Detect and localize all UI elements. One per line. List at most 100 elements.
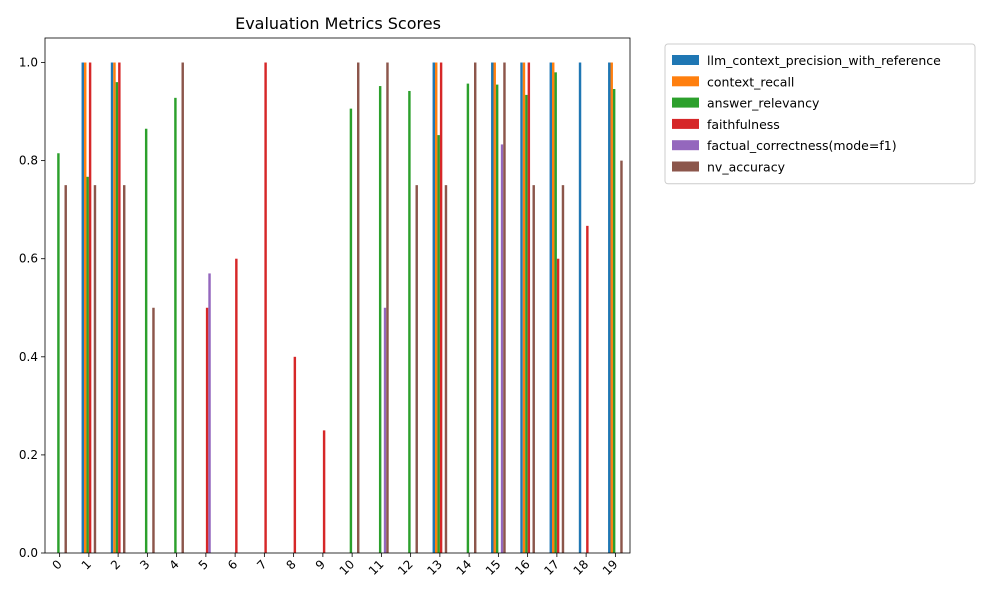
bar <box>474 62 477 554</box>
x-tick-label: 19 <box>600 557 621 578</box>
bar <box>174 97 177 553</box>
bar <box>357 62 360 554</box>
bar <box>110 62 114 554</box>
bar <box>549 62 552 554</box>
bar <box>522 62 526 554</box>
legend-label: answer_relevancy <box>707 96 820 111</box>
y-tick-label: 0.0 <box>19 546 38 560</box>
legend-label: context_recall <box>707 74 794 89</box>
x-tick-label: 10 <box>337 557 358 578</box>
x-tick-label: 13 <box>424 557 445 578</box>
chart-title: Evaluation Metrics Scores <box>235 14 441 33</box>
bar <box>81 62 84 554</box>
legend-label: nv_accuracy <box>707 160 786 175</box>
bar <box>86 176 89 554</box>
legend-swatch <box>672 97 699 108</box>
x-tick-label: 4 <box>166 557 181 572</box>
x-tick-label: 1 <box>79 557 94 572</box>
bar <box>84 62 87 554</box>
bar <box>493 62 496 554</box>
bar <box>57 153 60 553</box>
y-tick-label: 0.8 <box>19 154 38 168</box>
x-tick-label: 16 <box>512 557 533 578</box>
bar <box>561 185 565 553</box>
x-tick-label: 9 <box>313 557 328 572</box>
bar <box>205 307 209 553</box>
bar <box>432 62 435 554</box>
bar <box>466 83 470 554</box>
bar <box>520 62 523 554</box>
legend-swatch <box>672 76 699 87</box>
bar <box>610 62 613 554</box>
legend-label: llm_context_precision_with_reference <box>707 53 941 68</box>
x-tick-label: 6 <box>225 557 240 572</box>
bar <box>386 62 389 554</box>
bar <box>378 86 382 553</box>
x-tick-label: 5 <box>196 557 211 572</box>
legend-swatch <box>672 118 699 129</box>
bar <box>556 258 560 553</box>
bar <box>264 62 267 554</box>
bar <box>437 135 440 554</box>
bar <box>322 430 326 553</box>
bar <box>435 62 438 554</box>
bar <box>115 82 119 553</box>
y-tick-label: 0.6 <box>19 252 38 266</box>
y-tick-label: 0.4 <box>19 350 38 364</box>
y-tick-label: 1.0 <box>19 56 38 70</box>
legend-label: factual_correctness(mode=f1) <box>707 138 897 153</box>
bar <box>552 62 555 554</box>
bar <box>491 62 494 554</box>
bar <box>415 185 418 553</box>
x-tick-label: 17 <box>541 557 562 578</box>
bar <box>527 62 531 554</box>
bar <box>408 90 411 553</box>
legend: llm_context_precision_with_referencecont… <box>664 43 976 185</box>
bar <box>586 225 589 553</box>
bar <box>293 356 297 553</box>
plot-area: 0.00.20.40.60.81.00 1 2 3 4 5 6 7 8 9 10 11 12 13 14 15… <box>19 37 631 578</box>
bar <box>525 94 528 554</box>
bar <box>113 62 116 554</box>
bar <box>578 62 582 554</box>
x-tick-label: 2 <box>108 557 123 572</box>
bar <box>439 62 443 554</box>
bar <box>208 273 211 553</box>
x-tick-label: 15 <box>483 557 504 578</box>
bar <box>608 62 611 554</box>
bar <box>500 144 504 553</box>
bar <box>235 258 238 553</box>
x-tick-label: 18 <box>571 557 592 578</box>
x-tick-label: 8 <box>283 557 298 572</box>
bar <box>349 108 353 553</box>
x-tick-label: 11 <box>366 557 387 578</box>
legend-swatch <box>672 161 699 172</box>
bar <box>495 84 499 553</box>
bar <box>444 185 448 553</box>
bar <box>64 185 67 553</box>
bar <box>532 185 535 553</box>
x-tick-label: 14 <box>454 557 475 578</box>
plot-frame <box>44 37 631 554</box>
x-tick-label: 3 <box>137 557 152 572</box>
legend-swatch <box>672 140 699 151</box>
bar <box>152 307 155 553</box>
bar <box>503 62 506 554</box>
bar <box>118 62 121 554</box>
legend-swatch <box>672 55 699 65</box>
legend-label: faithfulness <box>707 117 780 132</box>
x-tick-label: 0 <box>49 557 64 572</box>
bar <box>620 160 623 553</box>
bar <box>612 89 616 553</box>
legend-frame <box>664 43 976 185</box>
bar <box>383 307 387 553</box>
bar <box>93 185 97 553</box>
bar <box>144 128 148 554</box>
bar <box>88 62 92 554</box>
bar <box>181 62 184 554</box>
x-tick-label: 12 <box>395 557 416 578</box>
y-tick-label: 0.2 <box>19 448 38 462</box>
bar <box>554 72 557 553</box>
